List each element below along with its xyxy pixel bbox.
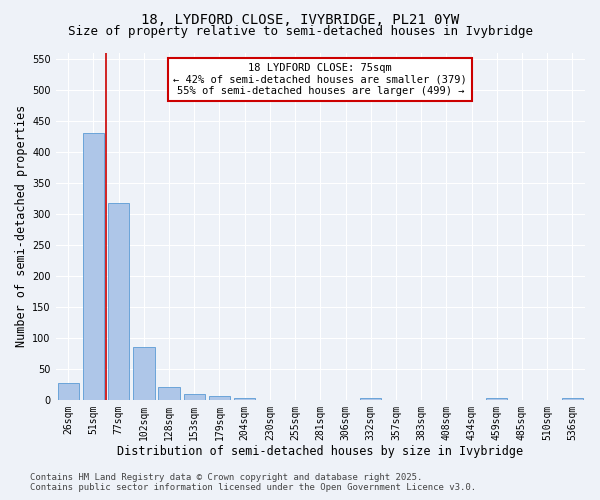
Bar — [108, 203, 130, 400]
Bar — [58, 384, 79, 400]
Text: Contains HM Land Registry data © Crown copyright and database right 2025.
Contai: Contains HM Land Registry data © Crown c… — [30, 473, 476, 492]
Y-axis label: Number of semi-detached properties: Number of semi-detached properties — [15, 105, 28, 348]
Bar — [83, 133, 104, 400]
Bar — [486, 398, 508, 400]
Bar — [234, 398, 256, 400]
Text: 18 LYDFORD CLOSE: 75sqm
← 42% of semi-detached houses are smaller (379)
55% of s: 18 LYDFORD CLOSE: 75sqm ← 42% of semi-de… — [173, 63, 467, 96]
Bar — [184, 394, 205, 400]
Bar — [158, 386, 180, 400]
Bar — [209, 396, 230, 400]
Text: 18, LYDFORD CLOSE, IVYBRIDGE, PL21 0YW: 18, LYDFORD CLOSE, IVYBRIDGE, PL21 0YW — [141, 12, 459, 26]
Bar — [133, 347, 155, 400]
Bar — [562, 398, 583, 400]
Bar — [360, 398, 382, 400]
Text: Size of property relative to semi-detached houses in Ivybridge: Size of property relative to semi-detach… — [67, 25, 533, 38]
X-axis label: Distribution of semi-detached houses by size in Ivybridge: Distribution of semi-detached houses by … — [117, 444, 523, 458]
